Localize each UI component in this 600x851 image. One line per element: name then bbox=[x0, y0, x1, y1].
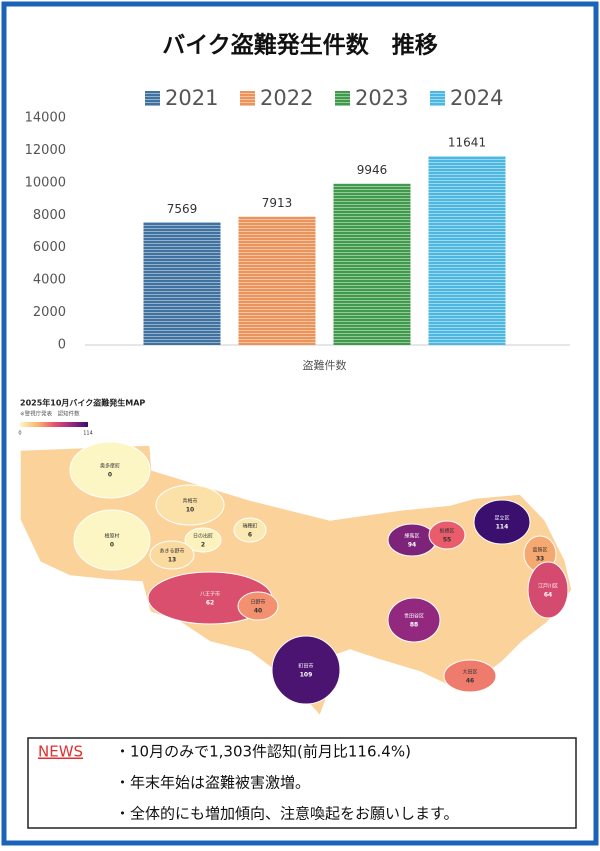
map-region bbox=[473, 499, 531, 545]
map-region bbox=[443, 659, 497, 693]
map-region bbox=[184, 527, 222, 553]
region-name: 江戸川区 bbox=[538, 583, 558, 590]
map-region bbox=[271, 635, 341, 705]
map-region bbox=[73, 509, 151, 571]
colorbar-tick-label: 0 bbox=[18, 431, 21, 437]
bar-texture bbox=[428, 156, 506, 345]
y-tick-label: 12000 bbox=[25, 143, 66, 158]
region-value: 62 bbox=[206, 600, 214, 607]
x-tick-label: 盗難件数 bbox=[303, 359, 347, 372]
news-box bbox=[27, 737, 577, 829]
news-label: NEWS bbox=[38, 743, 83, 761]
map-region bbox=[527, 561, 569, 619]
region-value: 40 bbox=[254, 608, 262, 615]
region-name: 練馬区 bbox=[404, 533, 419, 540]
region-name: 町田市 bbox=[298, 663, 313, 670]
colorbar bbox=[20, 422, 88, 427]
y-tick-label: 0 bbox=[58, 338, 66, 353]
y-tick-label: 10000 bbox=[25, 175, 66, 190]
region-value: 0 bbox=[108, 472, 112, 479]
chart-title: バイク盗難発生件数 推移 bbox=[162, 32, 438, 59]
region-name: 日の出町 bbox=[193, 533, 213, 540]
value-label: 7569 bbox=[167, 202, 198, 216]
map-region bbox=[428, 520, 466, 550]
region-name: 青梅市 bbox=[182, 498, 197, 505]
map-region bbox=[387, 597, 441, 643]
region-value: 109 bbox=[300, 672, 313, 679]
region-name: 瑞穂町 bbox=[242, 523, 257, 530]
map-title: 2025年10月バイク盗難発生MAP bbox=[20, 398, 145, 408]
legend-label: 2022 bbox=[260, 86, 313, 110]
map-region bbox=[149, 540, 195, 570]
legend-texture bbox=[145, 91, 160, 106]
map-region bbox=[69, 441, 151, 499]
legend-label: 2021 bbox=[165, 86, 218, 110]
region-value: 13 bbox=[168, 557, 176, 564]
legend-texture bbox=[335, 91, 350, 106]
legend-label: 2024 bbox=[450, 86, 503, 110]
region-name: 日野市 bbox=[250, 599, 265, 606]
y-tick-label: 2000 bbox=[33, 305, 66, 320]
region-value: 33 bbox=[536, 556, 544, 563]
region-name: あきる野市 bbox=[160, 548, 185, 555]
region-value: 6 bbox=[248, 532, 252, 539]
map-region bbox=[387, 523, 437, 557]
region-name: 板橋区 bbox=[439, 528, 454, 535]
map-region bbox=[233, 517, 267, 543]
region-value: 94 bbox=[408, 542, 416, 549]
value-label: 11641 bbox=[448, 136, 486, 150]
region-name: 葛飾区 bbox=[532, 547, 547, 554]
colorbar-tick-label: 114 bbox=[83, 431, 93, 437]
region-value: 88 bbox=[410, 622, 418, 629]
region-name: 檜原村 bbox=[104, 533, 119, 540]
region-value: 10 bbox=[186, 507, 194, 514]
region-name: 足立区 bbox=[494, 515, 509, 522]
bar-texture bbox=[238, 216, 316, 345]
news-item: ・全体的にも増加傾向、注意喚起をお願いします。 bbox=[115, 805, 459, 823]
y-tick-label: 8000 bbox=[33, 208, 66, 223]
y-tick-label: 6000 bbox=[33, 240, 66, 255]
y-tick-label: 14000 bbox=[25, 111, 66, 126]
region-value: 55 bbox=[443, 537, 451, 544]
region-value: 46 bbox=[466, 678, 474, 685]
legend-label: 2023 bbox=[355, 86, 408, 110]
region-value: 0 bbox=[110, 542, 114, 549]
region-value: 64 bbox=[544, 592, 552, 599]
region-name: 世田谷区 bbox=[404, 613, 424, 620]
value-label: 9946 bbox=[357, 163, 388, 177]
y-tick-label: 4000 bbox=[33, 273, 66, 288]
region-name: 大田区 bbox=[462, 669, 477, 676]
map-region bbox=[155, 484, 225, 526]
region-value: 2 bbox=[201, 542, 205, 549]
legend-texture bbox=[240, 91, 255, 106]
map-region bbox=[237, 591, 279, 621]
value-label: 7913 bbox=[262, 196, 293, 210]
legend-texture bbox=[430, 91, 445, 106]
bar-texture bbox=[333, 183, 411, 345]
map-subtitle: ※警視庁発表 認知件数 bbox=[20, 410, 80, 418]
region-name: 奥多摩町 bbox=[100, 463, 120, 470]
bar-texture bbox=[143, 222, 221, 345]
region-name: 八王子市 bbox=[200, 591, 220, 598]
news-item: ・年末年始は盗難被害激増。 bbox=[115, 774, 310, 792]
news-item: ・10月のみで1,303件認知(前月比116.4%) bbox=[115, 743, 411, 761]
region-value: 114 bbox=[496, 524, 509, 531]
